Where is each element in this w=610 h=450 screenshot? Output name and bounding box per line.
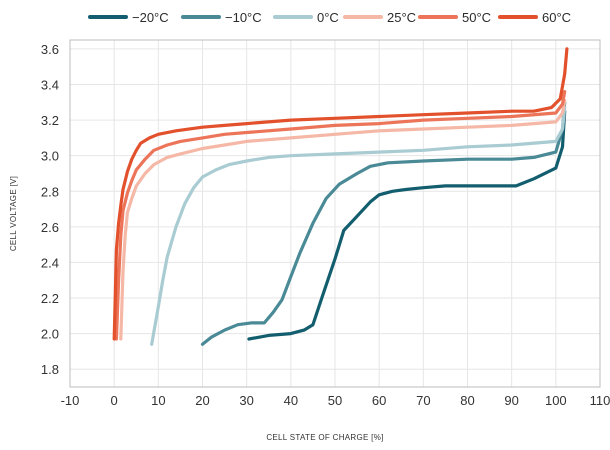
y-axis-label: CELL VOLTAGE [V] xyxy=(9,176,18,251)
x-tick-label: 70 xyxy=(416,393,430,408)
legend-label-0: −20°C xyxy=(132,10,169,25)
x-tick-label: 80 xyxy=(460,393,474,408)
gridlines xyxy=(69,40,601,387)
x-tick-label: 40 xyxy=(284,393,298,408)
legend: −20°C −10°C 0°C 25°C 50°C 60°C xyxy=(88,10,571,25)
legend-label-2: 0°C xyxy=(317,10,339,25)
legend-label-5: 60°C xyxy=(542,10,571,25)
y-tick-label: 2.6 xyxy=(41,220,59,235)
y-tick-label: 2.8 xyxy=(41,184,59,199)
x-tick-label: 100 xyxy=(545,393,567,408)
x-tick-label: 0 xyxy=(111,393,118,408)
tick-labels: -10 0 10 20 30 40 50 60 70 80 90 100 110 1.8 2.0 2.2 2.4… xyxy=(41,42,610,408)
x-tick-label: 20 xyxy=(195,393,209,408)
legend-label-3: 25°C xyxy=(387,10,416,25)
x-tick-label: 90 xyxy=(504,393,518,408)
series-lines xyxy=(112,47,569,346)
y-tick-label: 3.6 xyxy=(41,42,59,57)
y-tick-label: 3.2 xyxy=(41,113,59,128)
x-axis-label: CELL STATE OF CHARGE [%] xyxy=(266,433,383,442)
x-tick-label: -10 xyxy=(61,393,80,408)
series-line-4 xyxy=(114,89,567,341)
y-tick-label: 2.4 xyxy=(41,255,59,270)
y-tick-label: 2.2 xyxy=(41,291,59,306)
series-line-5 xyxy=(112,47,569,341)
x-tick-label: 60 xyxy=(372,393,386,408)
x-tick-label: 110 xyxy=(590,393,610,408)
x-tick-label: 50 xyxy=(328,393,342,408)
series-line-2 xyxy=(150,105,567,346)
plot-area-frame xyxy=(69,39,601,388)
y-tick-label: 1.8 xyxy=(41,362,59,377)
legend-label-1: −10°C xyxy=(225,10,262,25)
x-tick-label: 30 xyxy=(239,393,253,408)
y-tick-label: 2.0 xyxy=(41,327,59,342)
series-line-3 xyxy=(119,98,567,341)
series-line-1 xyxy=(200,100,567,346)
legend-label-4: 50°C xyxy=(462,10,491,25)
x-tick-label: 10 xyxy=(151,393,165,408)
y-tick-label: 3.0 xyxy=(41,149,59,164)
y-tick-label: 3.4 xyxy=(41,77,59,92)
series-line-0 xyxy=(247,109,567,341)
